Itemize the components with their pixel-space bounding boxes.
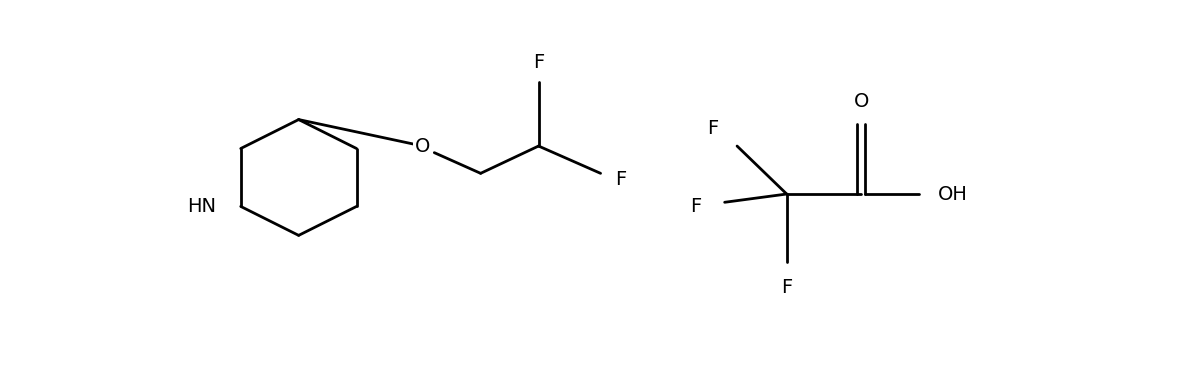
Text: F: F [690, 197, 701, 216]
Text: OH: OH [939, 185, 968, 203]
Text: F: F [533, 53, 544, 71]
Text: O: O [853, 92, 868, 111]
Text: F: F [781, 278, 792, 297]
Text: F: F [707, 119, 718, 138]
Text: F: F [615, 170, 627, 189]
Text: HN: HN [187, 197, 216, 216]
Text: O: O [415, 136, 430, 156]
